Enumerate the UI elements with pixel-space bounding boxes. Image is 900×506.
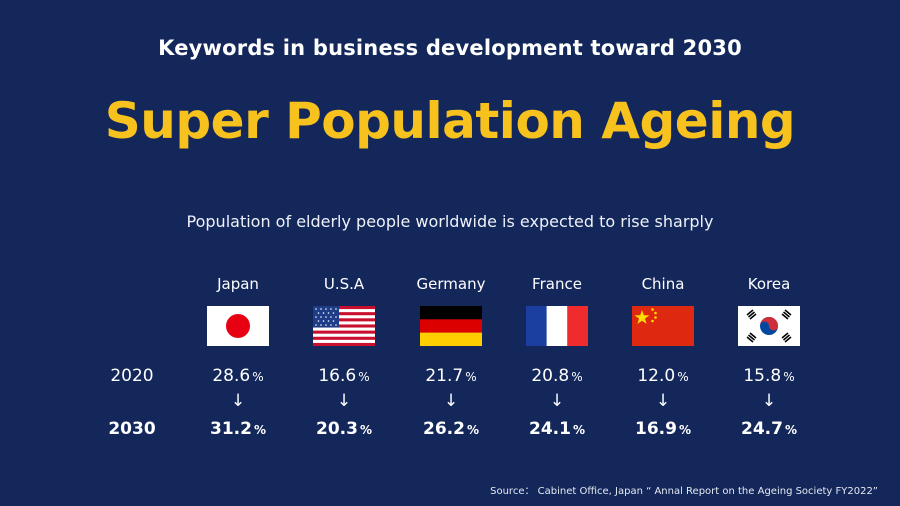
country-germany: Germany: [416, 275, 486, 293]
down-arrow-icon: ↓: [336, 391, 352, 411]
down-arrow-icon: ↓: [549, 391, 565, 411]
lead-text: Population of elderly people worldwide i…: [186, 212, 714, 231]
country-japan: Japan: [217, 275, 259, 293]
year-label-2030: 2030: [108, 419, 156, 439]
value-2030-korea: 24.7%: [741, 419, 797, 439]
value-2030-france: 24.1%: [529, 419, 585, 439]
source-note: Source： Cabinet Office, Japan “ Annal Re…: [490, 486, 878, 497]
down-arrow-icon: ↓: [443, 391, 459, 411]
down-arrow-icon: ↓: [230, 391, 246, 411]
value-2020-china: 12.0%: [637, 366, 689, 386]
page-subtitle: Keywords in business development toward …: [158, 36, 742, 60]
germany-flag-icon: [420, 306, 482, 346]
value-2020-japan: 28.6%: [212, 366, 264, 386]
value-2030-china: 16.9%: [635, 419, 691, 439]
france-flag-icon: [526, 306, 588, 346]
value-2030-japan: 31.2%: [210, 419, 266, 439]
value-2020-korea: 15.8%: [743, 366, 795, 386]
page-title: Super Population Ageing: [104, 92, 796, 150]
korea-flag-icon: [738, 306, 800, 346]
value-2020-germany: 21.7%: [425, 366, 477, 386]
country-france: France: [532, 275, 582, 293]
japan-flag-icon: [207, 306, 269, 346]
country-china: China: [641, 275, 685, 293]
value-2030-germany: 26.2%: [423, 419, 479, 439]
year-label-2020: 2020: [110, 366, 154, 386]
country-usa: U.S.A: [323, 275, 365, 293]
value-2020-france: 20.8%: [531, 366, 583, 386]
china-flag-icon: [632, 306, 694, 346]
value-2030-usa: 20.3%: [316, 419, 372, 439]
usa-flag-icon: [313, 306, 375, 346]
down-arrow-icon: ↓: [761, 391, 777, 411]
country-korea: Korea: [747, 275, 791, 293]
down-arrow-icon: ↓: [655, 391, 671, 411]
value-2020-usa: 16.6%: [318, 366, 370, 386]
